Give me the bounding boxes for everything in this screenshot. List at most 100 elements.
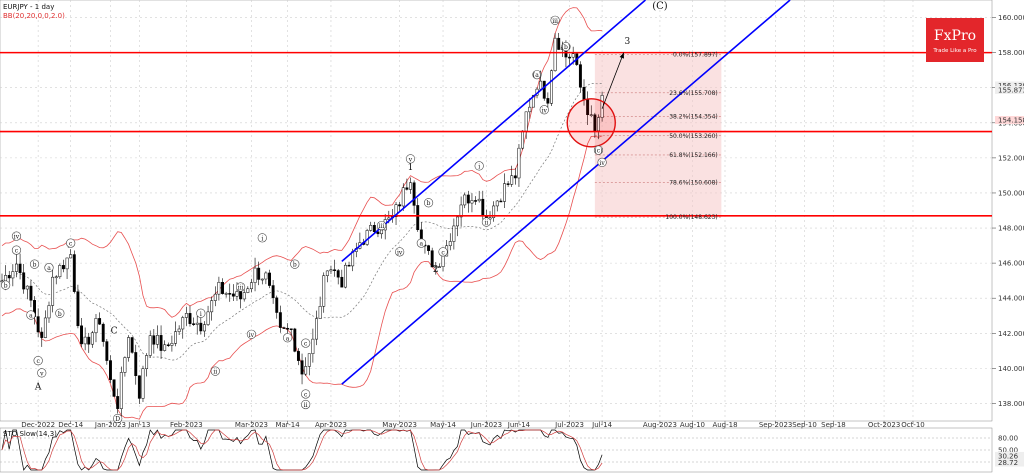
y-tick-label: 146.000 [998,260,1024,268]
wave-label: 3 [625,37,631,47]
candle [597,117,600,132]
candle [311,338,315,354]
candle [452,225,456,242]
y-tick-label: 142.000 [998,330,1024,338]
candle [174,331,177,344]
x-tick-label: Jun-2023 [470,421,502,429]
candle [304,366,308,375]
price-badge-label: 156.130 [998,82,1024,90]
candle [51,276,55,306]
fibonacci-labels: 0.0%(157.897) 23.6%(155.708) 38.2%(154.354… [665,51,717,221]
fibonacci-zone [594,54,722,218]
sto-level-label: 80.00 [998,435,1018,443]
candle [499,200,503,203]
candle [22,272,26,290]
wave-badge [481,217,492,227]
y-tick-label: 160.000 [998,14,1024,22]
candle [510,175,514,185]
candle [18,263,22,273]
candle [495,200,499,207]
candle [571,53,575,58]
horizontal-levels [0,51,992,217]
wave-label: i [200,311,202,318]
candle [521,130,525,149]
wave-label: b [33,262,37,269]
wave-badge [33,356,43,366]
candle [159,335,163,351]
candle [437,266,441,268]
wave-label: i [478,163,480,170]
x-tick-label: Jul-14 [591,421,612,429]
x-tick-label: Mar-2023 [235,421,268,429]
candle [137,375,141,399]
price-axis: 138.000 140.000 142.000 144.000 146.000 148.0… [992,14,1024,408]
candle [224,293,228,295]
candle [296,351,300,361]
x-tick-label: Aug-10 [680,421,705,429]
fib-label: 38.2%(154.354) [669,114,718,121]
candle [155,335,159,345]
wave-badge [1,280,11,290]
wave-badge [532,70,542,80]
wave-label: a [29,313,33,320]
candle [109,360,112,380]
candle [300,360,304,375]
wave-badge [11,231,22,241]
candle [343,264,347,288]
wave-label: c [304,341,308,348]
candle [380,229,384,235]
wave-badge [438,247,448,257]
x-tick-label: Jul-2023 [554,421,584,429]
wave-label: iv [14,234,20,241]
candle [202,324,206,332]
candle [550,70,553,104]
candle [539,80,543,90]
sto-level-label: 50.00 [998,447,1018,455]
fib-label: 23.6%(155.708) [669,90,718,97]
wave-label: C [111,326,118,336]
candle [152,335,156,345]
wave-badge [37,368,47,378]
candle [65,257,69,270]
candle [170,343,174,346]
wave-label: (C) [652,1,668,12]
wave-badge [257,233,267,243]
candle [293,328,297,352]
wave-label: (a) [533,72,541,79]
bb-upper [1,7,603,318]
wave-label: b [4,283,8,290]
candle [448,241,452,247]
wave-badge [593,145,604,155]
candle [231,293,235,297]
x-tick-label: May-2023 [382,421,417,429]
candle [365,230,369,245]
candle [235,291,239,297]
target-circle [566,98,616,148]
wave-badge [405,154,416,164]
candle [166,344,170,347]
candle [474,200,478,202]
x-tick-label: Jan-2023 [94,421,126,429]
candle [199,322,203,332]
candle [286,327,290,330]
price-badge [995,116,1024,125]
candle [557,37,561,50]
candle [275,297,279,313]
candle [466,194,470,204]
wave-label: v [39,370,44,377]
fib-label: 50.0%(153.260) [669,133,718,140]
sto-badge [995,451,1024,460]
candle [376,231,380,235]
x-tick-label: May-14 [430,421,456,429]
candle [481,198,485,217]
bb-label: BB(20,20,0,0,2.0) [3,12,65,20]
candle [278,312,282,328]
y-tick-label: 150.000 [998,189,1024,197]
wave-label: iv [599,160,605,167]
candle [568,56,572,59]
wave-badge [301,399,311,410]
candle [524,111,528,132]
candle [105,341,109,361]
candle [7,275,11,279]
